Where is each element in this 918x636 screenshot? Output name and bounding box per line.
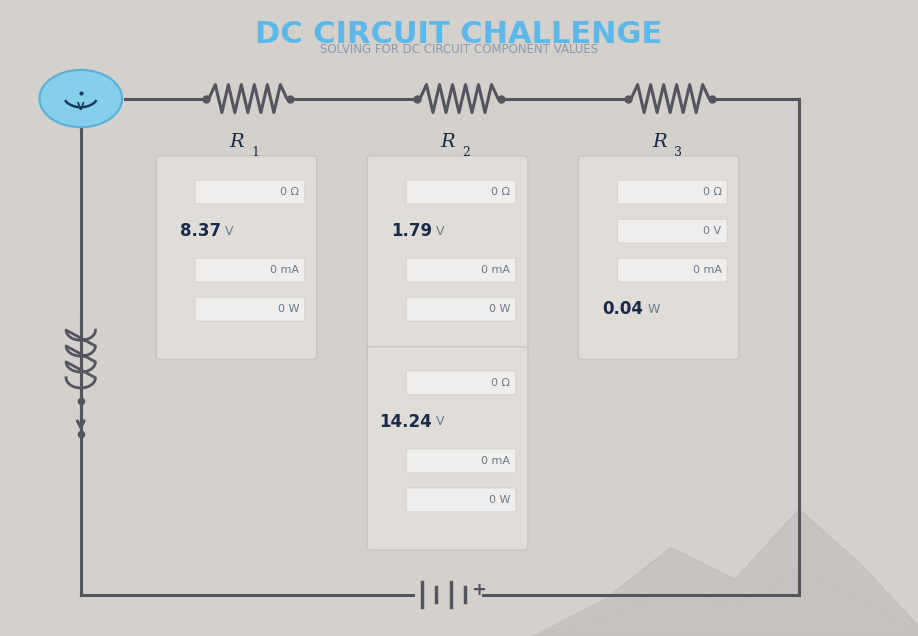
Text: 0 W: 0 W — [278, 304, 299, 314]
Text: 1: 1 — [252, 146, 260, 158]
FancyBboxPatch shape — [407, 488, 516, 512]
Text: 0 W: 0 W — [489, 304, 510, 314]
Text: V: V — [436, 415, 444, 429]
FancyBboxPatch shape — [367, 156, 528, 359]
Text: 14.24: 14.24 — [380, 413, 432, 431]
FancyBboxPatch shape — [407, 180, 516, 204]
Text: DC CIRCUIT CHALLENGE: DC CIRCUIT CHALLENGE — [255, 20, 663, 50]
FancyBboxPatch shape — [578, 156, 739, 359]
Text: V: V — [225, 225, 233, 238]
FancyBboxPatch shape — [195, 258, 305, 282]
Text: 3: 3 — [674, 146, 682, 158]
FancyBboxPatch shape — [195, 297, 305, 321]
FancyBboxPatch shape — [407, 371, 516, 395]
FancyBboxPatch shape — [156, 156, 317, 359]
Circle shape — [39, 70, 122, 127]
Text: 0 mA: 0 mA — [270, 265, 299, 275]
Text: 0 Ω: 0 Ω — [491, 378, 510, 388]
Text: +: + — [471, 581, 486, 598]
Text: SOLVING FOR DC CIRCUIT COMPONENT VALUES: SOLVING FOR DC CIRCUIT COMPONENT VALUES — [320, 43, 598, 56]
FancyBboxPatch shape — [367, 347, 528, 550]
Text: 0 W: 0 W — [489, 495, 510, 505]
FancyBboxPatch shape — [618, 180, 727, 204]
Text: R: R — [652, 133, 666, 151]
Text: W: W — [647, 303, 659, 315]
Text: 1.79: 1.79 — [391, 222, 432, 240]
FancyBboxPatch shape — [407, 449, 516, 473]
Text: 0 Ω: 0 Ω — [491, 187, 510, 197]
Text: 0 mA: 0 mA — [481, 456, 510, 466]
FancyBboxPatch shape — [195, 180, 305, 204]
Text: 0 mA: 0 mA — [481, 265, 510, 275]
Text: V: V — [77, 102, 84, 111]
Text: 0 Ω: 0 Ω — [702, 187, 722, 197]
Text: 0 Ω: 0 Ω — [280, 187, 299, 197]
Text: R: R — [441, 133, 455, 151]
FancyBboxPatch shape — [407, 297, 516, 321]
FancyBboxPatch shape — [407, 258, 516, 282]
Text: 8.37: 8.37 — [180, 222, 221, 240]
Text: 0 V: 0 V — [703, 226, 722, 236]
FancyBboxPatch shape — [618, 258, 727, 282]
Text: 2: 2 — [463, 146, 471, 158]
Text: V: V — [436, 225, 444, 238]
Text: 0 mA: 0 mA — [692, 265, 722, 275]
FancyBboxPatch shape — [618, 219, 727, 243]
Text: R: R — [230, 133, 244, 151]
Text: 0.04: 0.04 — [602, 300, 644, 318]
